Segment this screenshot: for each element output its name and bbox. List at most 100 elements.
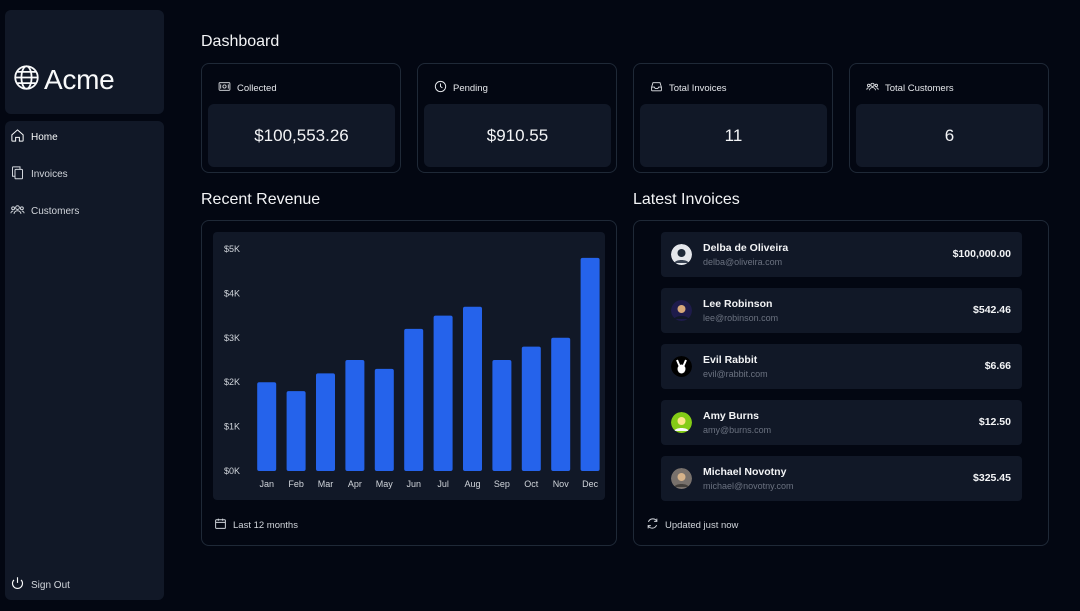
- revenue-chart: $0K $1K $2K $3K $4K $5K Jan Feb Mar Apr May Jun Jul A…: [213, 232, 605, 500]
- x-tick-label: Oct: [524, 479, 539, 489]
- avatar: [671, 468, 692, 489]
- inbox-icon: [650, 80, 663, 96]
- revenue-chart-svg: $0K $1K $2K $3K $4K $5K Jan Feb Mar Apr May Jun Jul A…: [224, 244, 600, 489]
- invoice-amount: $100,000.00: [952, 248, 1011, 260]
- revenue-footer: Last 12 months: [214, 517, 298, 533]
- invoice-amount: $542.46: [973, 304, 1011, 316]
- sign-out-button[interactable]: Sign Out: [10, 576, 70, 594]
- revenue-bar-nov: [551, 337, 571, 471]
- card-label: Pending: [453, 82, 488, 94]
- invoice-customer-name: Delba de Oliveira: [703, 242, 789, 254]
- x-tick-label: May: [376, 479, 394, 489]
- document-duplicate-icon: [10, 165, 25, 183]
- brand-logo[interactable]: Acme: [13, 64, 115, 96]
- sidebar-nav: [5, 121, 164, 600]
- invoice-customer-name: Amy Burns: [703, 410, 760, 422]
- invoice-row[interactable]: Delba de Oliveira delba@oliveira.com $10…: [661, 232, 1022, 277]
- revenue-bar-mar: [316, 373, 335, 471]
- y-tick-label: $5K: [224, 244, 240, 254]
- revenue-bar-feb: [286, 391, 306, 471]
- y-tick-label: $2K: [224, 377, 240, 387]
- refresh-icon[interactable]: [646, 517, 659, 533]
- revenue-bar-jun: [404, 328, 424, 471]
- user-group-icon: [866, 80, 879, 96]
- card-value: 6: [856, 104, 1043, 167]
- invoice-customer-name: Lee Robinson: [703, 298, 773, 310]
- invoice-row[interactable]: Lee Robinson lee@robinson.com $542.46: [661, 288, 1022, 333]
- card-label: Collected: [237, 82, 277, 94]
- card-total-customers: Total Customers 6: [849, 63, 1049, 173]
- avatar: [671, 356, 692, 377]
- revenue-title: Recent Revenue: [201, 191, 321, 208]
- nav-item-home[interactable]: Home: [10, 128, 58, 146]
- globe-icon: [13, 64, 40, 96]
- avatar: [671, 412, 692, 433]
- x-tick-label: Sep: [494, 479, 510, 489]
- invoice-customer-name: Michael Novotny: [703, 466, 787, 478]
- revenue-bar-oct: [521, 346, 541, 471]
- revenue-bar-jul: [433, 315, 453, 471]
- invoices-panel: Delba de Oliveira delba@oliveira.com $10…: [633, 220, 1049, 546]
- clock-icon: [434, 80, 447, 96]
- x-tick-label: Jan: [259, 479, 274, 489]
- sign-out-label: Sign Out: [31, 579, 70, 591]
- card-label: Total Invoices: [669, 82, 727, 94]
- x-tick-label: Nov: [553, 479, 570, 489]
- x-tick-label: Dec: [582, 479, 599, 489]
- y-tick-label: $0K: [224, 466, 240, 476]
- card-label: Total Customers: [885, 82, 954, 94]
- user-group-icon: [10, 202, 25, 220]
- revenue-bar-jan: [257, 382, 277, 471]
- page-title: Dashboard: [201, 33, 280, 50]
- revenue-footer-label: Last 12 months: [233, 519, 298, 531]
- invoice-customer-email: evil@rabbit.com: [703, 369, 768, 379]
- invoices-footer-label: Updated just now: [665, 519, 739, 531]
- x-tick-label: Aug: [464, 479, 480, 489]
- y-tick-label: $4K: [224, 288, 240, 298]
- revenue-bar-dec: [580, 257, 600, 471]
- revenue-bar-apr: [345, 360, 365, 471]
- card-total-invoices: Total Invoices 11: [633, 63, 833, 173]
- avatar: [671, 244, 692, 265]
- nav-item-label: Home: [31, 131, 58, 143]
- invoice-customer-email: delba@oliveira.com: [703, 257, 783, 267]
- calendar-icon: [214, 517, 227, 533]
- invoice-customer-name: Evil Rabbit: [703, 354, 758, 366]
- nav-item-invoices[interactable]: Invoices: [10, 165, 68, 183]
- banknotes-icon: [218, 80, 231, 96]
- avatar: [671, 300, 692, 321]
- invoices-footer: Updated just now: [646, 517, 738, 533]
- card-pending: Pending $910.55: [417, 63, 617, 173]
- revenue-bar-aug: [463, 306, 482, 471]
- invoice-amount: $325.45: [973, 472, 1011, 484]
- x-tick-label: Mar: [318, 479, 334, 489]
- nav-item-label: Invoices: [31, 168, 68, 180]
- invoice-amount: $6.66: [984, 360, 1011, 372]
- invoices-title: Latest Invoices: [633, 191, 740, 208]
- revenue-bar-may: [374, 368, 394, 471]
- invoice-customer-email: lee@robinson.com: [703, 313, 779, 323]
- revenue-bar-sep: [492, 360, 512, 471]
- x-tick-label: Jun: [406, 479, 421, 489]
- sidebar-logo-panel: [5, 10, 164, 114]
- y-tick-label: $3K: [224, 333, 240, 343]
- card-value: 11: [640, 104, 827, 167]
- nav-item-label: Customers: [31, 205, 80, 217]
- nav-item-customers[interactable]: Customers: [10, 202, 79, 220]
- invoice-row[interactable]: Amy Burns amy@burns.com $12.50: [661, 400, 1022, 445]
- card-value: $910.55: [424, 104, 611, 167]
- invoice-row[interactable]: Michael Novotny michael@novotny.com $325…: [661, 456, 1022, 501]
- invoice-customer-email: michael@novotny.com: [703, 481, 794, 491]
- revenue-panel: $0K $1K $2K $3K $4K $5K Jan Feb Mar Apr May Jun Jul A…: [201, 220, 617, 546]
- brand-name: Acme: [44, 64, 115, 95]
- card-collected: Collected $100,553.26: [201, 63, 401, 173]
- home-icon: [10, 128, 25, 146]
- power-icon: [10, 576, 25, 594]
- x-tick-label: Feb: [288, 479, 304, 489]
- x-tick-label: Jul: [437, 479, 449, 489]
- invoice-amount: $12.50: [978, 416, 1011, 428]
- invoice-customer-email: amy@burns.com: [703, 425, 772, 435]
- invoice-row[interactable]: Evil Rabbit evil@rabbit.com $6.66: [661, 344, 1022, 389]
- y-tick-label: $1K: [224, 422, 240, 432]
- card-value: $100,553.26: [208, 104, 395, 167]
